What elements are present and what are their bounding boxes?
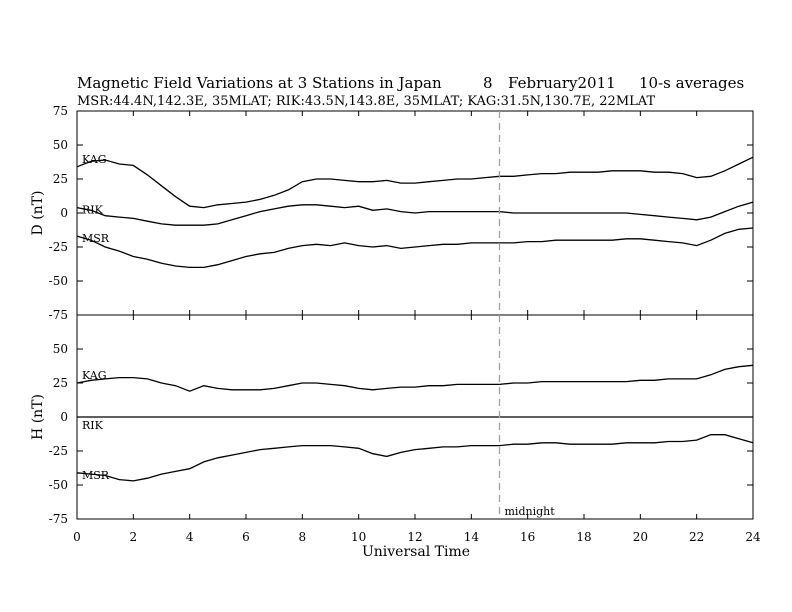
panel-1-ytick-label: 0 [60,410,68,424]
series-msr-label: MSR [82,232,110,245]
series-kag-label: KAG [82,369,107,382]
panel-0-ytick-label: -50 [49,274,68,288]
panel-1-ytick-label: -25 [49,444,68,458]
chart-date: February2011 [508,74,616,92]
series-rik-label: RIK [82,419,104,432]
plot-area: 75 50 25 0 -25 -50 -75 KAG RIK MSR 50 25 0 -25 -50 -75 K… [49,104,761,544]
series-msr-line [76,227,754,269]
xtick-label: 20 [633,530,648,544]
xtick-label: 14 [464,530,480,544]
xtick-label: 24 [745,530,761,544]
xtick-label: 2 [130,530,138,544]
panel-0-ytick-label: 50 [53,138,68,152]
panel-0-ytick-label: -75 [49,308,68,322]
xtick-label: 22 [689,530,704,544]
xtick-label: 6 [242,530,250,544]
panel-1-ytick-label: 50 [53,342,68,356]
panel-1-ytick-label: 25 [53,376,68,390]
panel-0-ytick-label: 0 [60,206,68,220]
x-axis-label: Universal Time [362,544,470,560]
xtick-label: 10 [351,530,366,544]
series-rik-label: RIK [82,204,104,217]
panel-1-ytick-label: -50 [49,478,68,492]
d-panel-ylabel: D (nT) [30,191,46,236]
series-msr-label: MSR [82,469,110,482]
series-kag-line [76,364,754,392]
panel-0-ytick-label: 75 [53,104,68,118]
series-msr-line [76,434,754,482]
chart-title: Magnetic Field Variations at 3 Stations … [77,74,442,92]
midnight-label: midnight [505,505,556,518]
stations-info: MSR:44.4N,142.3E, 35MLAT; RIK:43.5N,143.… [77,94,655,109]
xtick-label: 18 [576,530,591,544]
chart-day: 8 [483,74,493,92]
series-kag-line [76,156,754,209]
panel-0-ytick-label: 25 [53,172,68,186]
xtick-label: 16 [520,530,535,544]
panel-1-ytick-label: -75 [49,512,68,526]
chart-averaging: 10-s averages [639,74,744,92]
xtick-label: 8 [299,530,307,544]
xtick-label: 0 [73,530,81,544]
series-kag-label: KAG [82,153,107,166]
panel-0-ytick-label: -25 [49,240,68,254]
series-rik-line [76,201,754,226]
xtick-label: 12 [407,530,422,544]
xtick-label: 4 [186,530,194,544]
h-panel-ylabel: H (nT) [30,394,46,440]
